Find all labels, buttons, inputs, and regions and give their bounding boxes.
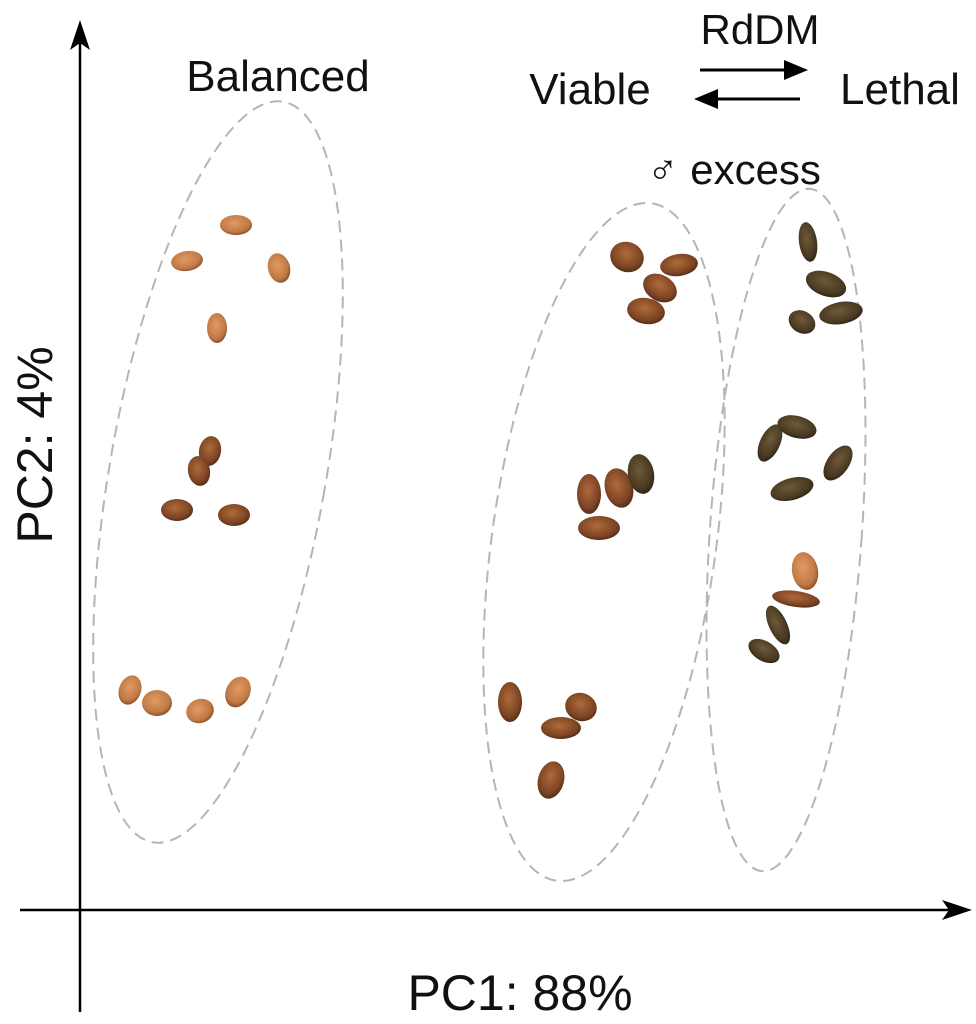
seed (748, 638, 780, 664)
seed (643, 273, 677, 303)
seed (777, 415, 817, 439)
seed (604, 468, 634, 508)
seed (627, 297, 665, 325)
seed (805, 270, 847, 298)
seed (225, 676, 251, 708)
seed (660, 253, 698, 277)
lethal-seeds (748, 222, 863, 664)
seed (578, 516, 620, 540)
seed (161, 499, 193, 521)
x-axis-arrowhead (942, 900, 972, 920)
seed (772, 590, 820, 608)
seed (565, 692, 597, 722)
reaction-catalyst-label: RdDM (700, 6, 819, 53)
axes (20, 20, 972, 1012)
reverse-arrow-head (694, 89, 718, 109)
seed (770, 476, 814, 502)
seed (498, 682, 522, 722)
seed (220, 215, 252, 235)
seed (142, 690, 172, 716)
lethal-cluster-ellipse (705, 187, 867, 873)
seed (765, 605, 791, 645)
forward-arrow-head (784, 60, 808, 80)
seed (171, 250, 203, 272)
seed (757, 424, 783, 462)
seed (788, 310, 816, 334)
seed (186, 698, 214, 724)
seed (823, 445, 853, 481)
seed (218, 504, 250, 526)
middle-cluster-ellipse (482, 201, 726, 883)
x-axis-label: PC1: 88% (407, 965, 632, 1021)
seed (577, 474, 601, 514)
reaction-scheme: RdDM Viable Lethal (529, 6, 960, 114)
balanced-seeds (118, 215, 291, 724)
seed (207, 313, 227, 343)
balanced-cluster-ellipse (92, 100, 344, 844)
seed (187, 456, 211, 486)
y-axis-arrowhead (70, 20, 90, 50)
seed (627, 454, 655, 494)
reaction-right-label: Lethal (840, 65, 960, 114)
reaction-left-label: Viable (529, 65, 651, 114)
seed (198, 436, 222, 466)
middle-seeds (498, 241, 698, 799)
y-axis-label: PC2: 4% (7, 346, 63, 543)
seed (267, 253, 291, 283)
seed (610, 241, 644, 273)
seed (819, 301, 863, 325)
group-label-male-excess: ♂ excess (647, 146, 821, 193)
seed (118, 675, 142, 705)
seed (798, 222, 818, 262)
seed (537, 761, 565, 799)
seed (541, 717, 581, 739)
seed (791, 552, 819, 590)
group-label-balanced: Balanced (186, 52, 369, 101)
